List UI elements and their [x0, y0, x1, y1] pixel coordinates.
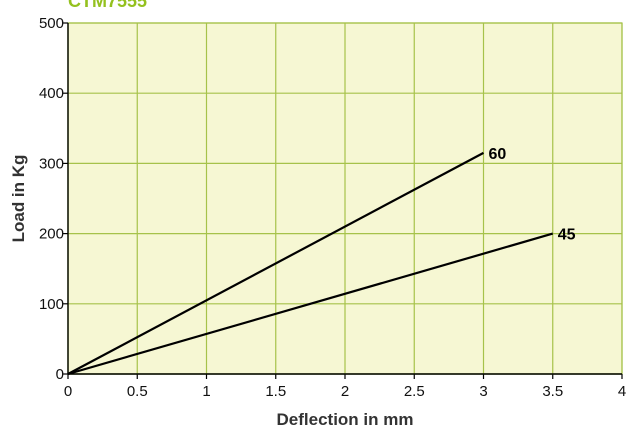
x-tick-label: 1.5	[265, 383, 286, 400]
series-line-45	[67, 232, 554, 376]
series-label-45: 45	[558, 227, 576, 244]
x-axis-label: Deflection in mm	[277, 410, 414, 429]
grid	[63, 22, 623, 379]
y-axis-label: Load in Kg	[9, 155, 28, 243]
y-tick-label: 0	[56, 366, 64, 383]
x-tick-label: 0	[64, 383, 72, 400]
x-tick-labels: 0 0.5 1 1.5 2 2.5 3 3.5 4	[64, 383, 626, 400]
y-tick-labels: 0 100 200 300 400 500	[39, 15, 64, 383]
x-tick-label: 4	[618, 383, 626, 400]
x-tick-label: 2.5	[404, 383, 425, 400]
y-tick-label: 500	[39, 15, 64, 32]
series-label-60: 60	[489, 146, 507, 163]
series-layer: 60 45	[67, 146, 576, 376]
y-tick-label: 100	[39, 296, 64, 313]
x-tick-label: 3.5	[542, 383, 563, 400]
y-tick-label: 200	[39, 226, 64, 243]
x-tick-label: 3	[479, 383, 487, 400]
x-tick-label: 0.5	[127, 383, 148, 400]
chart-title: CTM7555	[68, 0, 148, 11]
y-tick-label: 300	[39, 155, 64, 172]
series-line-60	[67, 151, 485, 375]
x-tick-label: 1	[202, 383, 210, 400]
x-tick-label: 2	[341, 383, 349, 400]
y-tick-label: 400	[39, 85, 64, 102]
